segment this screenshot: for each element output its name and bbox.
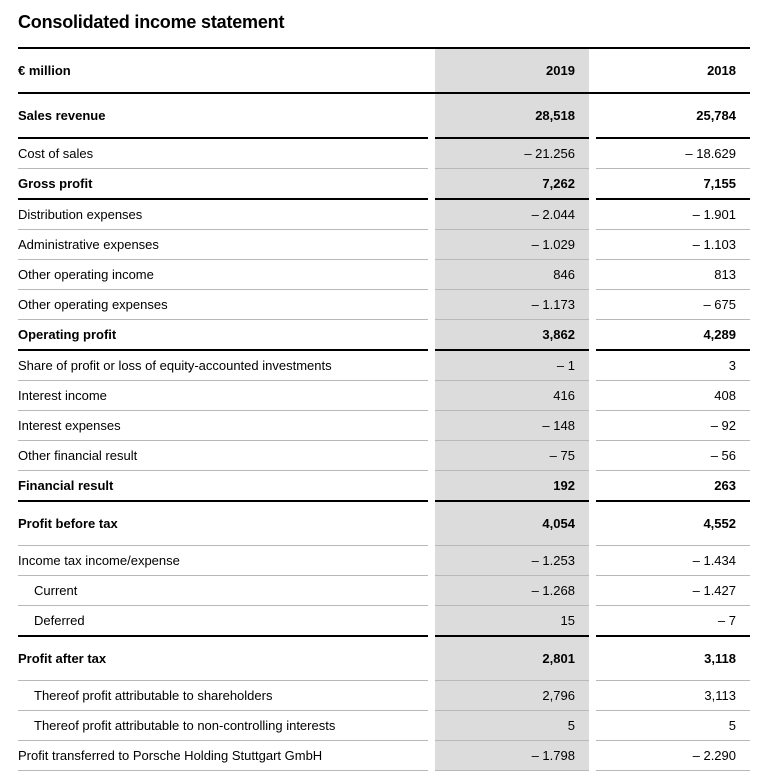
cell-y1: – 2.044 xyxy=(435,199,589,230)
cell-y2: – 1.427 xyxy=(596,576,750,606)
row-label: Cost of sales xyxy=(18,138,428,169)
table-row: Thereof profit attributable to sharehold… xyxy=(18,681,750,711)
cell-y1: 846 xyxy=(435,260,589,290)
table-row: Financial result192263 xyxy=(18,471,750,502)
row-label: Distribution expenses xyxy=(18,199,428,230)
table-row: Thereof profit attributable to non-contr… xyxy=(18,711,750,741)
table-row: Profit after tax2,8013,118 xyxy=(18,636,750,681)
row-label: Profit transferred to Porsche Holding St… xyxy=(18,741,428,771)
cell-y1: – 148 xyxy=(435,411,589,441)
cell-y1: – 75 xyxy=(435,441,589,471)
table-row: Other financial result– 75– 56 xyxy=(18,441,750,471)
table-row: Profit before tax4,0544,552 xyxy=(18,501,750,546)
cell-y1: – 1.173 xyxy=(435,290,589,320)
cell-y2: – 56 xyxy=(596,441,750,471)
cell-y2: 7,155 xyxy=(596,169,750,200)
cell-y2: – 92 xyxy=(596,411,750,441)
cell-y2: – 1.103 xyxy=(596,230,750,260)
cell-y2: 4,289 xyxy=(596,320,750,351)
cell-y1: 192 xyxy=(435,471,589,502)
page-title: Consolidated income statement xyxy=(18,12,750,33)
table-row: Share of profit or loss of equity-accoun… xyxy=(18,350,750,381)
cell-y1: – 1.253 xyxy=(435,546,589,576)
table-row: Cost of sales– 21.256– 18.629 xyxy=(18,138,750,169)
row-label: Operating profit xyxy=(18,320,428,351)
cell-y2: – 7 xyxy=(596,606,750,637)
cell-y1: 2,796 xyxy=(435,681,589,711)
table-row: Distribution expenses– 2.044– 1.901 xyxy=(18,199,750,230)
row-label: Administrative expenses xyxy=(18,230,428,260)
cell-y1: 3,862 xyxy=(435,320,589,351)
unit-label: € million xyxy=(18,48,428,93)
row-label: Gross profit xyxy=(18,169,428,200)
table-row: Deferred15– 7 xyxy=(18,606,750,637)
cell-y2: – 1.434 xyxy=(596,546,750,576)
row-label: Income tax income/expense xyxy=(18,546,428,576)
cell-y1: – 1.268 xyxy=(435,576,589,606)
row-label: Profit before tax xyxy=(18,501,428,546)
cell-y1: – 1.798 xyxy=(435,741,589,771)
table-row: Gross profit7,2627,155 xyxy=(18,169,750,200)
cell-y2: 3 xyxy=(596,350,750,381)
cell-y2: – 2.290 xyxy=(596,741,750,771)
cell-y1: 2,801 xyxy=(435,636,589,681)
row-label: Thereof profit attributable to non-contr… xyxy=(18,711,428,741)
row-label: Current xyxy=(18,576,428,606)
table-row: Sales revenue28,51825,784 xyxy=(18,93,750,138)
table-row: Other operating expenses– 1.173– 675 xyxy=(18,290,750,320)
col-header-y2: 2018 xyxy=(596,48,750,93)
row-label: Other financial result xyxy=(18,441,428,471)
cell-y1: – 1 xyxy=(435,350,589,381)
cell-y1: 416 xyxy=(435,381,589,411)
table-row: Other operating income846813 xyxy=(18,260,750,290)
table-row: Interest expenses– 148– 92 xyxy=(18,411,750,441)
cell-y1: – 21.256 xyxy=(435,138,589,169)
table-row: Administrative expenses– 1.029– 1.103 xyxy=(18,230,750,260)
cell-y2: – 18.629 xyxy=(596,138,750,169)
cell-y2: 813 xyxy=(596,260,750,290)
table-row: Income tax income/expense– 1.253– 1.434 xyxy=(18,546,750,576)
cell-y2: 263 xyxy=(596,471,750,502)
row-label: Sales revenue xyxy=(18,93,428,138)
row-label: Thereof profit attributable to sharehold… xyxy=(18,681,428,711)
cell-y2: 25,784 xyxy=(596,93,750,138)
table-header-row: € million 2019 2018 xyxy=(18,48,750,93)
cell-y1: 4,054 xyxy=(435,501,589,546)
table-row: Operating profit3,8624,289 xyxy=(18,320,750,351)
row-label: Interest expenses xyxy=(18,411,428,441)
cell-y2: – 1.901 xyxy=(596,199,750,230)
cell-y2: – 675 xyxy=(596,290,750,320)
cell-y2: 3,113 xyxy=(596,681,750,711)
table-row: Current– 1.268– 1.427 xyxy=(18,576,750,606)
row-label: Share of profit or loss of equity-accoun… xyxy=(18,350,428,381)
cell-y2: 3,118 xyxy=(596,636,750,681)
row-label: Deferred xyxy=(18,606,428,637)
row-label: Profit after tax xyxy=(18,636,428,681)
cell-y1: 7,262 xyxy=(435,169,589,200)
table-row: Profit transferred to Porsche Holding St… xyxy=(18,741,750,771)
cell-y2: 4,552 xyxy=(596,501,750,546)
cell-y1: – 1.029 xyxy=(435,230,589,260)
cell-y1: 5 xyxy=(435,711,589,741)
cell-y1: 15 xyxy=(435,606,589,637)
table-row: Interest income416408 xyxy=(18,381,750,411)
cell-y1: 28,518 xyxy=(435,93,589,138)
col-header-y1: 2019 xyxy=(435,48,589,93)
row-label: Other operating income xyxy=(18,260,428,290)
income-statement-table: € million 2019 2018 Sales revenue28,5182… xyxy=(18,47,750,771)
cell-y2: 5 xyxy=(596,711,750,741)
cell-y2: 408 xyxy=(596,381,750,411)
row-label: Interest income xyxy=(18,381,428,411)
row-label: Financial result xyxy=(18,471,428,502)
row-label: Other operating expenses xyxy=(18,290,428,320)
